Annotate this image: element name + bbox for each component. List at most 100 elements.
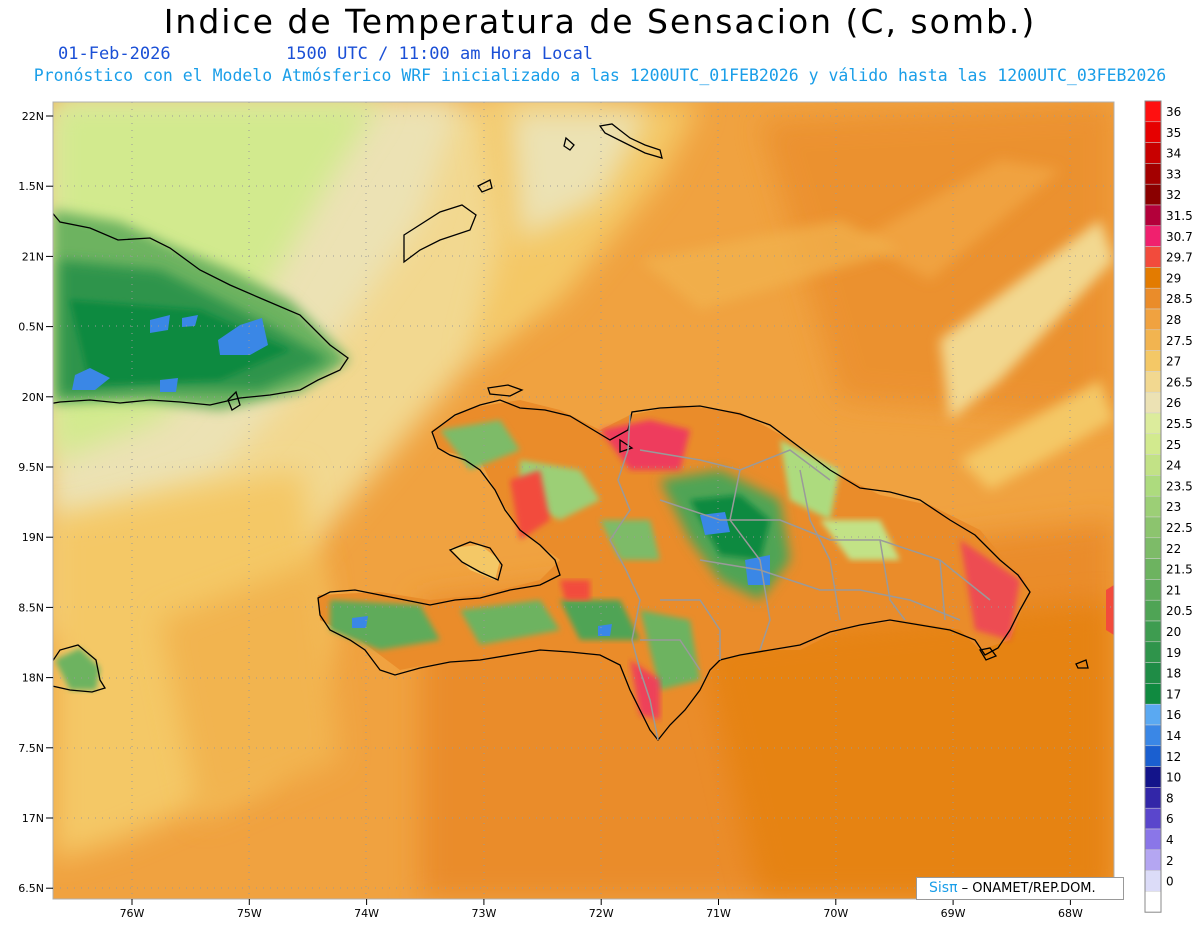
legend-label: 10: [1166, 771, 1181, 785]
legend-swatch: [1144, 870, 1162, 892]
legend-label: 29: [1166, 271, 1181, 285]
legend-label: 30.7: [1166, 230, 1193, 244]
legend-swatch: [1144, 225, 1162, 247]
legend-swatch: [1144, 495, 1162, 518]
legend-swatch: [1144, 641, 1162, 663]
legend-swatch: [1144, 849, 1162, 871]
lat-tick-label: 9.5N: [18, 461, 44, 474]
legend-label: 35: [1166, 126, 1181, 140]
legend-label: 22: [1166, 542, 1181, 556]
legend-label: 27.5: [1166, 334, 1193, 348]
legend-label: 0: [1166, 875, 1174, 889]
lon-tick-label: 73W: [471, 907, 496, 920]
legend-label: 21.5: [1166, 563, 1193, 577]
legend-swatch: [1144, 766, 1162, 788]
legend-swatch: [1144, 516, 1162, 539]
lon-tick-label: 68W: [1058, 907, 1083, 920]
legend-label: 36: [1166, 105, 1181, 119]
map-title: Indice de Temperatura de Sensacion (C, s…: [163, 2, 1037, 41]
legend-frame: [1144, 100, 1162, 913]
legend-swatch: [1144, 745, 1162, 767]
lat-tick-label: 8.5N: [18, 601, 44, 614]
legend-label: 27: [1166, 355, 1181, 369]
legend-swatch: [1144, 287, 1162, 310]
legend-swatch: [1144, 100, 1162, 123]
legend-label: 12: [1166, 750, 1181, 764]
legend-label: 8: [1166, 791, 1174, 805]
legend-swatch: [1144, 683, 1162, 705]
lon-tick-label: 71W: [706, 907, 731, 920]
legend-label: 34: [1166, 147, 1181, 161]
legend-label: 4: [1166, 833, 1174, 847]
forecast-subtitle: Pronóstico con el Modelo Atmósferico WRF…: [33, 66, 1167, 85]
legend-swatch: [1144, 246, 1162, 268]
lat-tick-label: 0.5N: [18, 321, 44, 334]
legend-swatch: [1144, 308, 1162, 331]
legend-swatch: [1144, 183, 1162, 206]
lat-tick-label: 19N: [22, 531, 44, 544]
lon-tick-label: 76W: [120, 907, 145, 920]
legend-swatch: [1144, 662, 1162, 684]
lon-tick-label: 72W: [589, 907, 614, 920]
lat-tick-label: 20N: [22, 391, 44, 404]
legend-label: 31.5: [1166, 209, 1193, 223]
legend-swatch: [1144, 724, 1162, 747]
legend-label: 32: [1166, 188, 1181, 202]
legend-swatch: [1144, 620, 1162, 643]
legend-label: 26: [1166, 396, 1181, 410]
legend-swatch: [1144, 329, 1162, 351]
lat-tick-label: 18N: [22, 672, 44, 685]
legend-label: 21: [1166, 583, 1181, 597]
legend-swatch: [1144, 703, 1162, 726]
legend-label: 18: [1166, 667, 1181, 681]
legend-label: 28.5: [1166, 292, 1193, 306]
lat-tick-label: 7.5N: [18, 742, 44, 755]
legend-label: 20.5: [1166, 604, 1193, 618]
longitude-axis: 76W 75W 74W 73W 72W 71W 70W 69W 68W: [120, 899, 1083, 920]
lon-tick-label: 69W: [941, 907, 966, 920]
legend-swatch: [1144, 807, 1162, 830]
legend-label: 20: [1166, 625, 1181, 639]
legend-swatch: [1144, 828, 1162, 851]
legend-label: 25: [1166, 438, 1181, 452]
legend-swatch: [1144, 267, 1162, 289]
lon-tick-label: 75W: [237, 907, 262, 920]
legend-swatch: [1144, 475, 1162, 497]
legend-label: 23: [1166, 500, 1181, 514]
legend-swatch: [1144, 204, 1162, 227]
lat-tick-label: 17N: [22, 812, 44, 825]
province-borders: [609, 414, 991, 741]
legend-label: 29.7: [1166, 251, 1193, 265]
lon-tick-label: 70W: [823, 907, 848, 920]
coastlines: [53, 123, 1089, 742]
legend-label: 22.5: [1166, 521, 1193, 535]
legend-swatch: [1144, 891, 1162, 913]
forecast-date: 01-Feb-2026: [58, 44, 171, 64]
legend-label: 6: [1166, 812, 1174, 826]
lon-tick-label: 74W: [354, 907, 379, 920]
legend-label: 26.5: [1166, 375, 1193, 389]
sis-logo: Sisπ: [929, 880, 958, 896]
legend-swatch: [1144, 558, 1162, 580]
legend-swatch: [1144, 412, 1162, 435]
lat-tick-label: 1.5N: [18, 180, 44, 193]
legend-swatch: [1144, 163, 1162, 185]
legend-swatch: [1144, 787, 1162, 809]
legend-label: 33: [1166, 167, 1181, 181]
credit-org: – ONAMET/REP.DOM.: [961, 881, 1096, 896]
legend-label: 2: [1166, 854, 1174, 868]
plot-frame: [52, 101, 1115, 900]
legend-label: 24: [1166, 459, 1181, 473]
lat-tick-label: 22N: [22, 110, 44, 123]
legend-swatch: [1144, 350, 1162, 372]
latitude-axis: 22N 1.5N 21N 0.5N 20N 9.5N 19N 8.5N 18N 7.5N 17N 6.…: [18, 110, 53, 895]
credit-box: Sisπ – ONAMET/REP.DOM.: [916, 877, 1124, 900]
legend-swatch: [1144, 579, 1162, 601]
legend-label: 25.5: [1166, 417, 1193, 431]
legend-label: 14: [1166, 729, 1181, 743]
legend-swatch: [1144, 537, 1162, 559]
legend-label: 23.5: [1166, 479, 1193, 493]
legend-swatch: [1144, 454, 1162, 476]
legend-swatch: [1144, 391, 1162, 414]
